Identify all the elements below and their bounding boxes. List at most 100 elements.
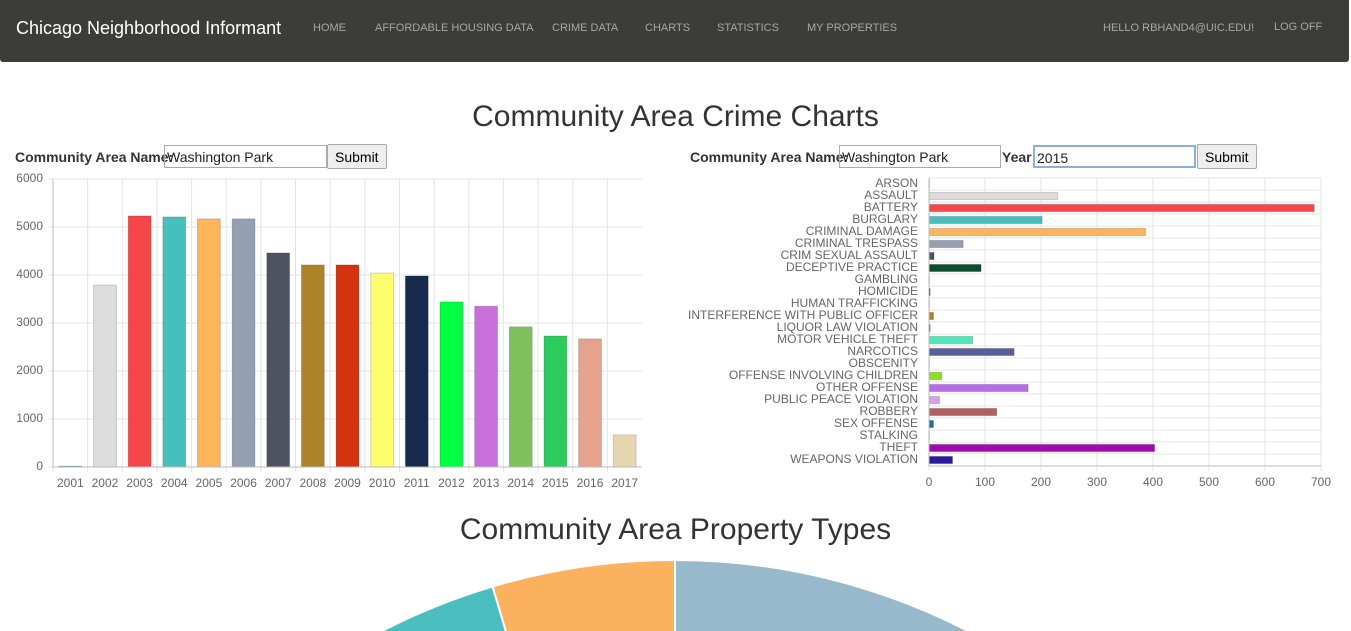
nav-link[interactable]: AFFORDABLE HOUSING DATA <box>375 22 534 34</box>
y-tick-label: STALKING <box>860 428 918 442</box>
x-tick-label: 300 <box>1087 475 1107 489</box>
bar <box>612 434 637 468</box>
bar <box>928 215 1043 225</box>
y-tick-label: 0 <box>36 459 43 473</box>
area-input[interactable]: Washington Park <box>164 145 327 168</box>
y-tick-label: NARCOTICS <box>847 344 918 358</box>
x-tick-label: 2017 <box>611 476 638 490</box>
bar <box>162 216 187 468</box>
x-tick-label: 2007 <box>265 476 292 490</box>
pie-slice <box>674 558 970 631</box>
bar <box>928 371 943 381</box>
y-tick-label: OFFENSE INVOLVING CHILDREN <box>729 368 918 382</box>
nav-link[interactable]: HOME <box>313 22 346 34</box>
y-tick-label: OTHER OFFENSE <box>816 380 918 394</box>
bar <box>266 252 291 468</box>
y-tick-label: 4000 <box>16 267 43 281</box>
y-tick-label: HUMAN TRAFFICKING <box>791 296 918 310</box>
x-tick-label: 2002 <box>92 476 119 490</box>
x-tick-label: 2005 <box>196 476 223 490</box>
bar <box>928 191 1059 201</box>
area-input[interactable]: Washington Park <box>839 145 1001 168</box>
nav-link[interactable]: CHARTS <box>645 22 691 34</box>
y-tick-label: MOTOR VEHICLE THEFT <box>777 332 919 346</box>
x-tick-label: 0 <box>926 475 933 489</box>
x-tick-label: 2012 <box>438 476 465 490</box>
x-tick-label: 2003 <box>126 476 153 490</box>
nav-link[interactable]: CRIME DATA <box>552 22 619 34</box>
bar <box>928 443 1156 453</box>
x-tick-label: 2009 <box>334 476 361 490</box>
x-tick-label: 600 <box>1255 475 1275 489</box>
bar <box>335 264 360 468</box>
x-tick-label: 2015 <box>542 476 569 490</box>
y-tick-label: 6000 <box>16 171 43 185</box>
bar <box>928 455 954 465</box>
y-tick-label: 1000 <box>16 411 43 425</box>
submit-button[interactable]: Submit <box>327 144 387 169</box>
bar <box>404 275 429 468</box>
y-tick-label: CRIM SEXUAL ASSAULT <box>781 248 919 262</box>
y-tick-label: HOMICIDE <box>858 284 918 298</box>
navbar: Chicago Neighborhood Informant HOME AFFO… <box>0 0 1349 62</box>
bar <box>928 347 1015 357</box>
x-tick-label: 700 <box>1311 475 1331 489</box>
bar <box>928 335 974 345</box>
y-tick-label: ARSON <box>875 176 918 190</box>
y-tick-label: OBSCENITY <box>849 356 918 370</box>
y-tick-label: INTERFERENCE WITH PUBLIC OFFICER <box>688 308 918 322</box>
y-tick-label: 5000 <box>16 219 43 233</box>
section-title: Community Area Property Types <box>459 513 892 546</box>
bar <box>127 215 152 468</box>
nav-link[interactable]: MY PROPERTIES <box>807 22 898 34</box>
x-tick-label: 2001 <box>57 476 84 490</box>
brand[interactable]: Chicago Neighborhood Informant <box>16 18 282 38</box>
x-tick-label: 2008 <box>300 476 327 490</box>
bar <box>928 239 964 249</box>
x-tick-label: 2016 <box>577 476 604 490</box>
submit-button[interactable]: Submit <box>1197 144 1257 169</box>
y-tick-label: PUBLIC PEACE VIOLATION <box>764 392 918 406</box>
y-tick-label: SEX OFFENSE <box>834 416 918 430</box>
x-tick-label: 2004 <box>161 476 188 490</box>
x-tick-label: 500 <box>1199 475 1219 489</box>
year-input[interactable]: 2015 <box>1033 145 1196 168</box>
bar <box>439 301 464 468</box>
form-label: Community Area Name: <box>690 149 849 165</box>
x-tick-label: 2013 <box>473 476 500 490</box>
x-tick-label: 400 <box>1143 475 1163 489</box>
pie-slice <box>379 585 507 631</box>
bar <box>370 272 395 468</box>
y-tick-label: CRIMINAL DAMAGE <box>806 224 918 238</box>
nav-link[interactable]: STATISTICS <box>717 22 779 34</box>
y-tick-label: ROBBERY <box>860 404 918 418</box>
pie-slice <box>491 558 676 631</box>
bar <box>928 383 1029 393</box>
y-tick-label: DECEPTIVE PRACTICE <box>786 260 918 274</box>
bar <box>474 305 499 468</box>
bar <box>93 284 117 468</box>
x-tick-label: 2011 <box>404 476 430 490</box>
y-tick-label: 2000 <box>16 363 43 377</box>
bar <box>543 335 568 468</box>
y-tick-label: LIQUOR LAW VIOLATION <box>777 320 918 334</box>
user-greeting[interactable]: HELLO RBHAND4@UIC.EDU! <box>1103 22 1255 34</box>
x-tick-label: 2006 <box>230 476 257 490</box>
y-tick-label: CRIMINAL TRESPASS <box>795 236 918 250</box>
form-label: Community Area Name: <box>15 149 174 165</box>
bar <box>928 311 934 321</box>
y-tick-label: WEAPONS VIOLATION <box>790 452 918 466</box>
bar <box>928 227 1147 237</box>
x-tick-label: 200 <box>1031 475 1051 489</box>
y-tick-label: ASSAULT <box>864 188 918 202</box>
section-title: Community Area Crime Charts <box>472 100 879 133</box>
bar <box>928 251 935 261</box>
bar <box>196 218 221 468</box>
bar <box>928 395 941 405</box>
log-off[interactable]: LOG OFF <box>1274 21 1323 33</box>
y-tick-label: THEFT <box>879 440 918 454</box>
year-label: Year: <box>1002 149 1037 165</box>
bar <box>231 218 256 468</box>
